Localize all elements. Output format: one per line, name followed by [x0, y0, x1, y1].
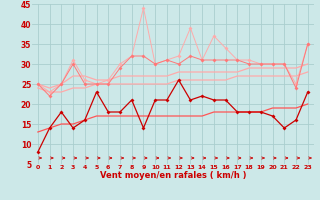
X-axis label: Vent moyen/en rafales ( km/h ): Vent moyen/en rafales ( km/h ): [100, 171, 246, 180]
